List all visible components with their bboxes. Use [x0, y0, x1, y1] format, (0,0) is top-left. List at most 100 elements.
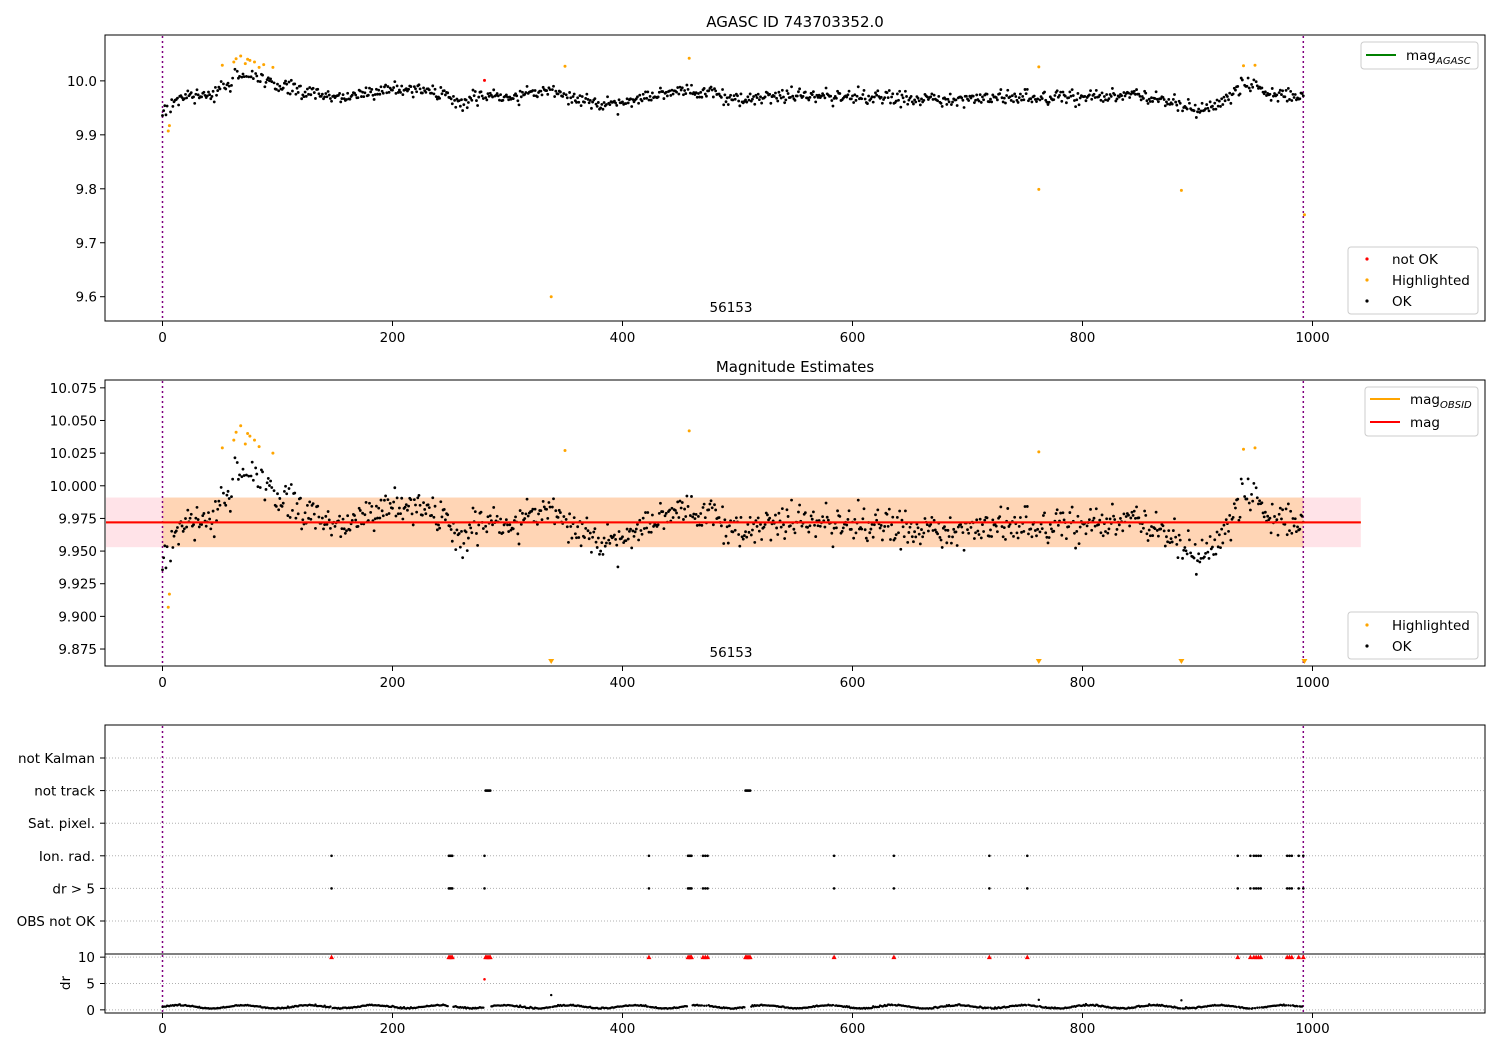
ok-point	[664, 511, 668, 515]
ok-point	[955, 104, 959, 107]
ok-point	[1284, 89, 1288, 92]
ok-point	[1084, 532, 1088, 536]
ok-point	[222, 82, 225, 86]
ok-point	[1006, 507, 1010, 510]
ok-point	[595, 546, 599, 549]
ok-point	[746, 95, 750, 99]
ok-point	[948, 516, 952, 520]
ok-point	[910, 100, 914, 104]
dr-point	[1024, 1004, 1028, 1007]
ok-point	[377, 88, 381, 92]
ok-point	[472, 94, 476, 98]
ok-point	[1224, 518, 1228, 522]
ok-point	[738, 104, 742, 108]
magnitude-frame	[104, 379, 1486, 667]
ok-point	[384, 494, 387, 498]
ok-point	[748, 92, 752, 96]
ok-point	[945, 541, 949, 545]
ok-point	[501, 98, 505, 102]
ok-point	[354, 518, 358, 522]
highlighted-point	[1037, 450, 1041, 454]
ok-point	[379, 85, 383, 89]
dr-clipped-marker	[1300, 954, 1306, 960]
ok-point	[411, 523, 415, 527]
ok-point	[272, 81, 276, 85]
ok-point	[1263, 510, 1267, 514]
ok-point	[1043, 511, 1046, 515]
ok-point	[777, 90, 781, 94]
ok-point	[971, 94, 975, 98]
ok-point	[284, 484, 287, 488]
ok-point	[1215, 98, 1219, 102]
ok-point	[782, 523, 785, 527]
ok-point	[1090, 97, 1094, 101]
dr-y-tick-label: 5	[86, 977, 95, 993]
ok-point	[541, 85, 545, 89]
ok-point	[1278, 88, 1282, 92]
ok-point	[471, 88, 475, 92]
ok-point	[917, 532, 921, 536]
ok-point	[417, 83, 421, 87]
ok-point	[164, 113, 168, 117]
ok-point	[269, 479, 272, 483]
highlighted-point	[1242, 64, 1245, 68]
ok-point	[431, 84, 435, 88]
ok-point	[951, 100, 954, 104]
ok-point	[1291, 517, 1295, 520]
ok-point	[1159, 527, 1163, 531]
highlighted-point	[1253, 63, 1257, 67]
ok-point	[404, 503, 408, 507]
ok-point	[836, 509, 839, 513]
ok-point	[1022, 98, 1026, 102]
ok-point	[817, 93, 821, 97]
ok-point	[647, 530, 651, 534]
ok-point	[393, 80, 397, 84]
ok-point	[194, 92, 198, 96]
ok-point	[676, 86, 680, 89]
ok-point	[876, 508, 880, 512]
ok-point	[737, 533, 741, 536]
ok-point	[1268, 516, 1272, 520]
ok-point	[550, 88, 554, 92]
ok-point	[724, 534, 728, 538]
ok-point	[709, 85, 713, 89]
ok-point	[358, 89, 362, 93]
ok-point	[1272, 94, 1275, 98]
ok-point	[1122, 512, 1126, 516]
ok-point	[276, 492, 279, 496]
legend2-label-highlighted: Highlighted	[1392, 618, 1470, 634]
ok-point	[1150, 525, 1153, 528]
highlighted-point	[1242, 447, 1245, 451]
ok-point	[644, 90, 647, 94]
ok-point	[462, 103, 466, 107]
ok-point	[979, 536, 983, 540]
ok-point	[1099, 531, 1103, 535]
ok-point	[423, 508, 427, 511]
ok-point	[214, 85, 217, 89]
ok-point	[465, 549, 469, 553]
ok-point	[464, 530, 468, 534]
flag-point	[1257, 854, 1260, 858]
ok-point	[438, 96, 442, 100]
y-tick-label: 9.900	[58, 609, 97, 625]
ok-point	[598, 552, 601, 556]
ok-point	[385, 513, 389, 517]
ok-point	[518, 89, 522, 93]
ok-point	[707, 89, 711, 93]
ok-point	[792, 527, 796, 531]
ok-point	[464, 98, 468, 102]
ok-point	[897, 98, 900, 102]
flag-point	[988, 854, 991, 858]
ok-point	[1231, 92, 1235, 96]
ok-point	[288, 92, 292, 96]
ok-point	[578, 94, 582, 98]
ok-point	[1106, 531, 1110, 535]
ok-point	[662, 527, 666, 531]
ok-point	[539, 509, 543, 513]
ok-point	[983, 518, 987, 522]
ok-point	[1165, 535, 1168, 539]
ok-point	[661, 510, 665, 514]
ok-point	[1073, 99, 1076, 102]
ok-point	[556, 515, 560, 519]
ok-point	[261, 73, 264, 77]
